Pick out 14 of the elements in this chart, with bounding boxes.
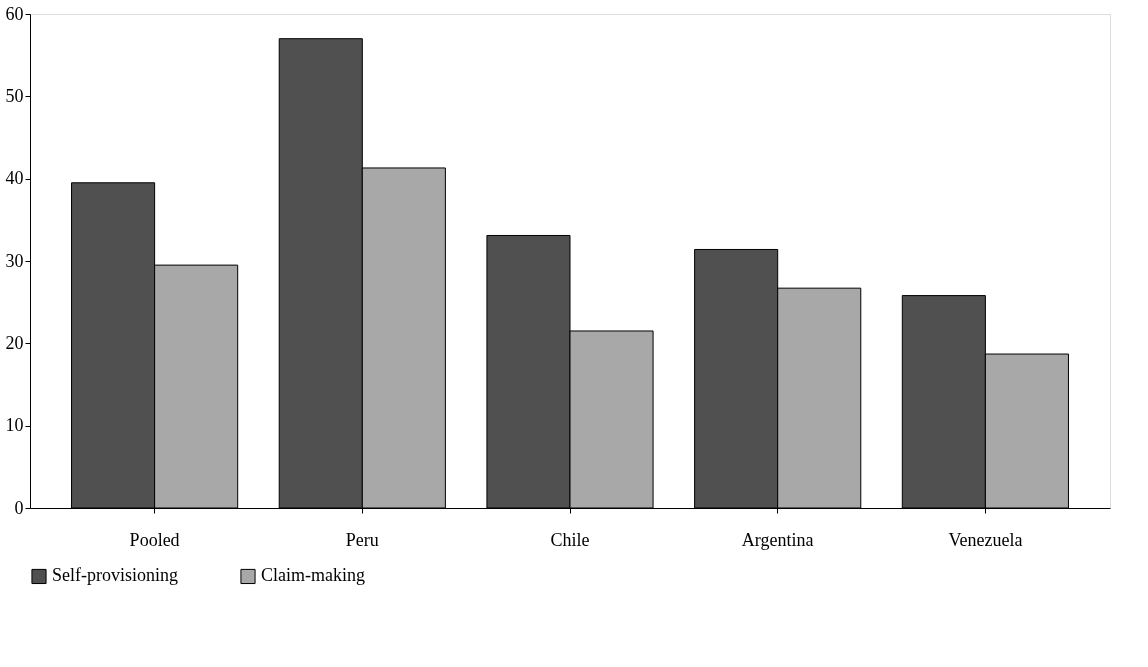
x-tick-label: Pooled — [129, 529, 180, 550]
y-tick-label: 50 — [5, 85, 24, 106]
x-tick-label: Peru — [345, 529, 379, 550]
legend-label: Self-provisioning — [52, 565, 178, 586]
y-tick-label: 20 — [5, 332, 24, 353]
y-tick-label: 0 — [14, 497, 24, 518]
x-tick-label: Venezuela — [948, 529, 1023, 550]
legend-label: Claim-making — [261, 565, 365, 586]
y-tick-label: 40 — [5, 168, 24, 189]
y-tick-label: 30 — [5, 250, 24, 271]
y-tick-label: 60 — [5, 3, 24, 24]
y-tick-label: 10 — [5, 415, 24, 436]
x-tick-label: Argentina — [741, 529, 814, 550]
x-tick-label: Chile — [550, 529, 590, 550]
